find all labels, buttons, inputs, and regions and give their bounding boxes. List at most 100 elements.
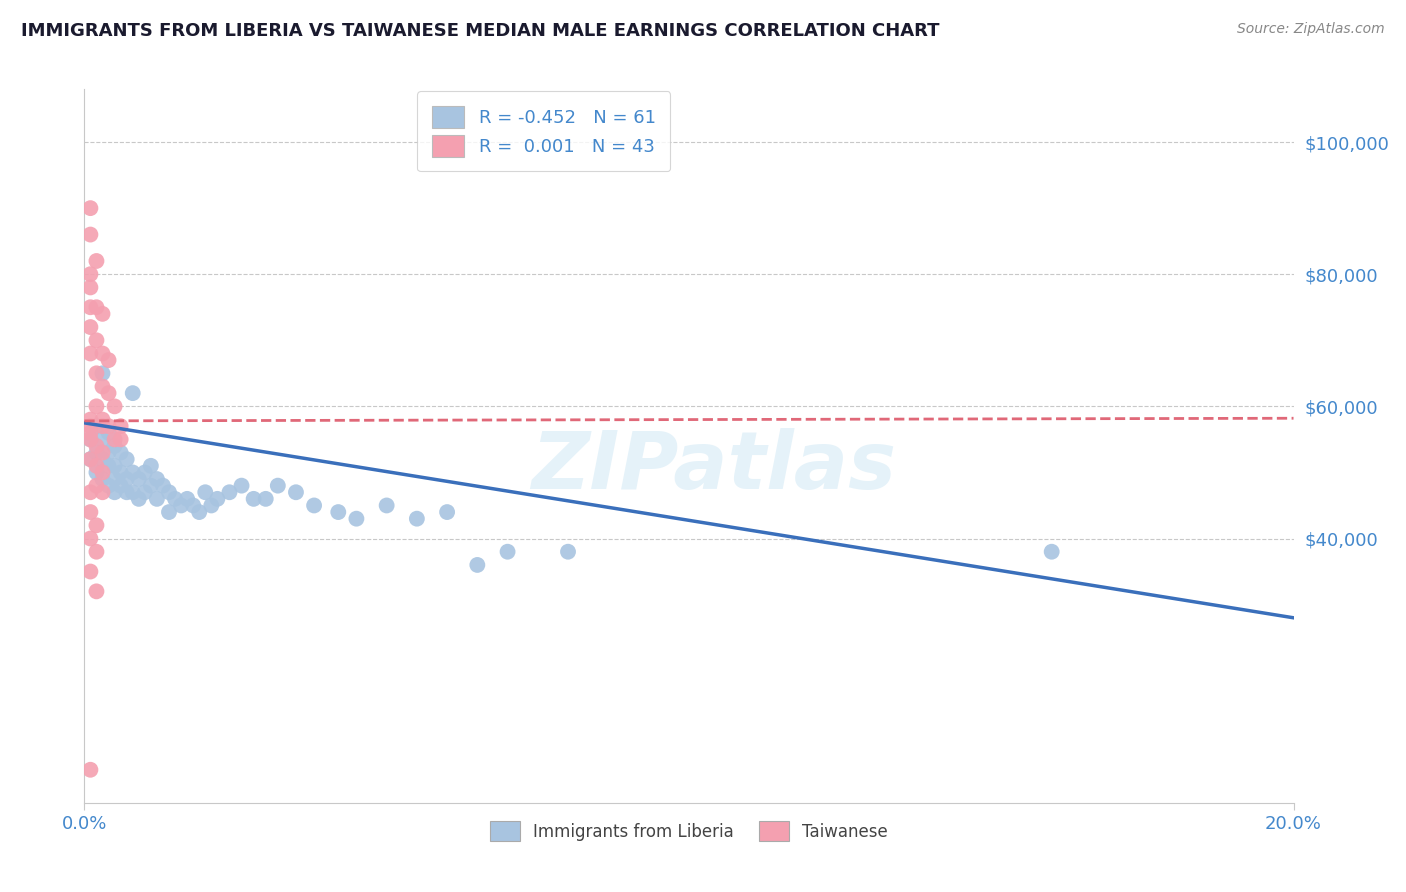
Point bbox=[218, 485, 240, 500]
Point bbox=[375, 499, 398, 513]
Point bbox=[79, 763, 101, 777]
Point bbox=[79, 485, 101, 500]
Point bbox=[157, 505, 180, 519]
Point bbox=[79, 267, 101, 281]
Point bbox=[91, 472, 114, 486]
Text: Source: ZipAtlas.com: Source: ZipAtlas.com bbox=[1237, 22, 1385, 37]
Point bbox=[79, 201, 101, 215]
Point bbox=[91, 367, 114, 381]
Point bbox=[97, 419, 120, 434]
Point bbox=[104, 400, 127, 414]
Point bbox=[79, 227, 101, 242]
Point bbox=[79, 505, 101, 519]
Point bbox=[86, 518, 108, 533]
Point bbox=[207, 491, 229, 506]
Point bbox=[79, 300, 101, 314]
Point bbox=[91, 445, 114, 459]
Point bbox=[165, 491, 187, 506]
Point bbox=[91, 485, 114, 500]
Point bbox=[152, 478, 174, 492]
Point bbox=[91, 346, 114, 360]
Point bbox=[406, 511, 429, 525]
Point bbox=[170, 499, 193, 513]
Text: IMMIGRANTS FROM LIBERIA VS TAIWANESE MEDIAN MALE EARNINGS CORRELATION CHART: IMMIGRANTS FROM LIBERIA VS TAIWANESE MED… bbox=[21, 22, 939, 40]
Point bbox=[139, 458, 162, 473]
Point bbox=[79, 433, 101, 447]
Point bbox=[146, 491, 169, 506]
Point bbox=[115, 485, 138, 500]
Point bbox=[496, 545, 519, 559]
Point bbox=[79, 565, 101, 579]
Point bbox=[110, 419, 132, 434]
Point bbox=[86, 545, 108, 559]
Point bbox=[194, 485, 217, 500]
Point bbox=[157, 485, 180, 500]
Point bbox=[79, 346, 101, 360]
Point bbox=[79, 452, 101, 467]
Point bbox=[110, 445, 132, 459]
Point bbox=[79, 532, 101, 546]
Point bbox=[97, 445, 120, 459]
Point bbox=[346, 511, 368, 525]
Point bbox=[128, 491, 150, 506]
Point bbox=[79, 452, 101, 467]
Point bbox=[146, 472, 169, 486]
Point bbox=[97, 458, 120, 473]
Point bbox=[97, 353, 120, 368]
Legend: Immigrants from Liberia, Taiwanese: Immigrants from Liberia, Taiwanese bbox=[484, 814, 894, 848]
Point bbox=[91, 419, 114, 434]
Point bbox=[467, 558, 489, 572]
Point bbox=[254, 491, 277, 506]
Point bbox=[97, 386, 120, 401]
Point bbox=[104, 485, 127, 500]
Point bbox=[181, 499, 204, 513]
Point bbox=[79, 419, 101, 434]
Point bbox=[285, 485, 308, 500]
Point bbox=[91, 433, 114, 447]
Point bbox=[97, 478, 120, 492]
Point bbox=[86, 439, 108, 453]
Point bbox=[121, 386, 143, 401]
Point bbox=[91, 452, 114, 467]
Point bbox=[79, 425, 101, 440]
Point bbox=[242, 491, 264, 506]
Point bbox=[134, 485, 156, 500]
Point bbox=[86, 478, 108, 492]
Point bbox=[110, 466, 132, 480]
Text: ZIPatlas: ZIPatlas bbox=[530, 428, 896, 507]
Point bbox=[79, 320, 101, 334]
Point bbox=[104, 458, 127, 473]
Point bbox=[128, 472, 150, 486]
Point bbox=[115, 472, 138, 486]
Point bbox=[121, 466, 143, 480]
Point bbox=[1040, 545, 1063, 559]
Point bbox=[79, 280, 101, 294]
Point bbox=[110, 478, 132, 492]
Point bbox=[91, 379, 114, 393]
Point bbox=[79, 412, 101, 426]
Point bbox=[86, 400, 108, 414]
Point bbox=[139, 478, 162, 492]
Point bbox=[86, 584, 108, 599]
Point bbox=[86, 333, 108, 347]
Point bbox=[267, 478, 290, 492]
Point bbox=[104, 433, 127, 447]
Point bbox=[302, 499, 325, 513]
Point bbox=[91, 412, 114, 426]
Point bbox=[86, 367, 108, 381]
Point bbox=[97, 425, 120, 440]
Point bbox=[115, 452, 138, 467]
Point bbox=[200, 499, 222, 513]
Point bbox=[86, 419, 108, 434]
Point bbox=[231, 478, 253, 492]
Point bbox=[86, 300, 108, 314]
Point bbox=[557, 545, 579, 559]
Point bbox=[121, 485, 143, 500]
Point bbox=[86, 445, 108, 459]
Point bbox=[176, 491, 198, 506]
Point bbox=[86, 458, 108, 473]
Point bbox=[134, 466, 156, 480]
Point bbox=[328, 505, 350, 519]
Point bbox=[188, 505, 211, 519]
Point bbox=[91, 307, 114, 321]
